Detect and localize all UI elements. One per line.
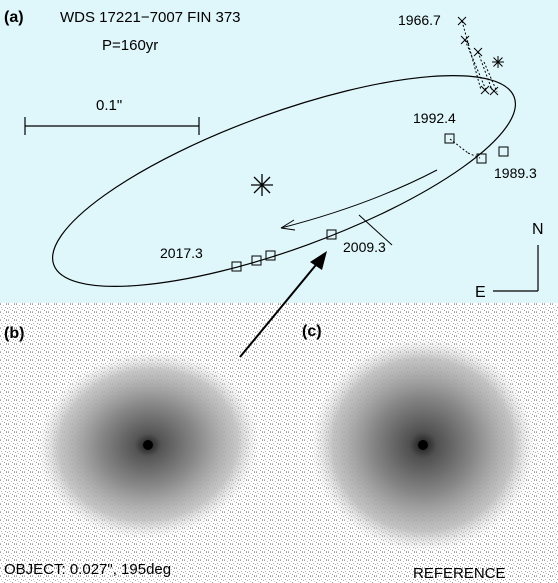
compass: N E [475,221,544,301]
epoch-2009-leader [358,214,393,246]
object-core [143,440,153,450]
panel-a-label: (a) [4,9,24,26]
panel-c-label: (c) [302,323,322,340]
panel-a-background [0,0,558,303]
motion-direction-arrow [280,169,438,231]
panel-c-caption: REFERENCE [413,565,506,582]
epoch-label-1966: 1966.7 [398,12,441,28]
epoch-label-1992: 1992.4 [413,110,456,126]
reference-core [418,440,428,450]
residual-lines [449,20,498,159]
primary-star-marker [251,174,273,196]
period-label: P=160yr [102,37,158,54]
epoch-label-1989: 1989.3 [494,165,537,181]
panel-b-label: (b) [4,325,24,342]
panel-b-caption: OBJECT: 0.027", 195deg [4,561,171,578]
orbit-ellipse [52,75,516,287]
ephemeris-asterisk-marker [492,56,504,68]
scale-bar [24,117,200,135]
compass-east-label: E [475,284,486,301]
compass-north-label: N [532,221,544,238]
epoch-label-2009: 2009.3 [343,239,386,255]
panel-a: (a) WDS 17221−7007 FIN 373 P=160yr 0.1" [0,0,558,303]
scale-bar-label: 0.1" [96,97,122,114]
cross-markers [457,16,499,96]
panel-a-title: WDS 17221−7007 FIN 373 [60,9,241,26]
panel-c: (c) REFERENCE [279,303,558,583]
square-markers [231,133,509,272]
epoch-label-2017: 2017.3 [160,245,203,261]
panel-b: (b) OBJECT: 0.027", 195deg [0,303,279,583]
connector-arrow [239,251,327,358]
